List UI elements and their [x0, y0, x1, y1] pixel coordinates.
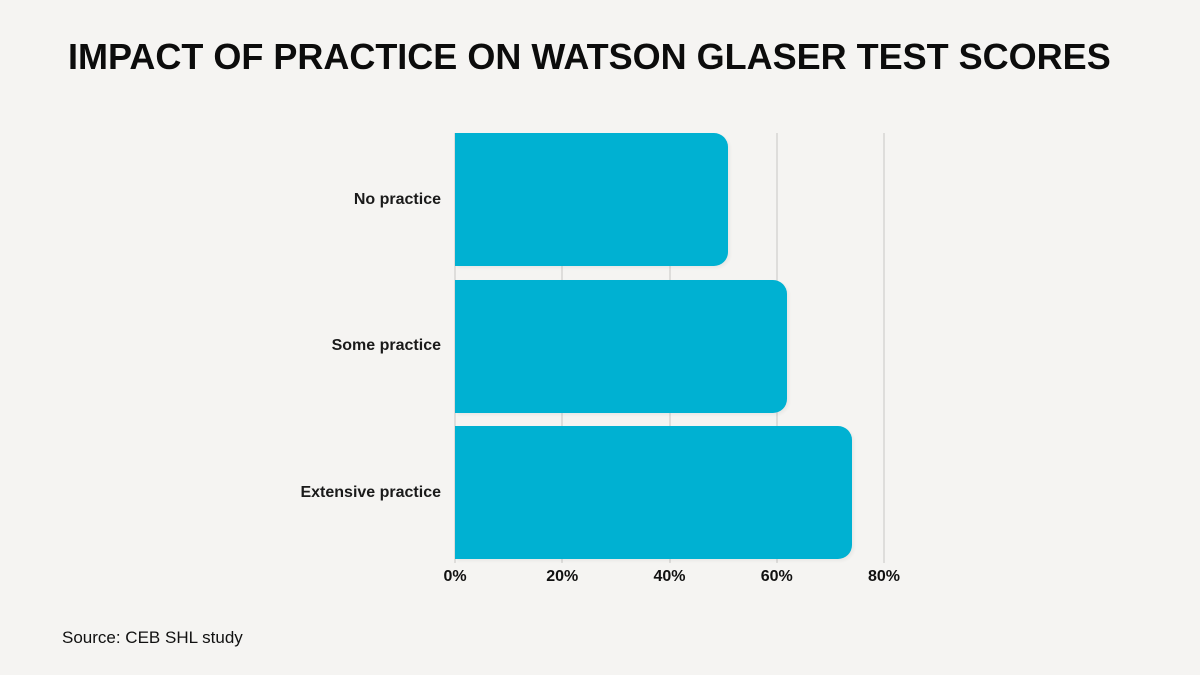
bar-label: Some practice [331, 337, 441, 354]
x-tick-label: 60% [760, 568, 793, 585]
source-note: Source: CEB SHL study [62, 628, 243, 647]
x-tick-label: 80% [867, 568, 901, 585]
gridline-80% [883, 133, 885, 563]
x-tick-label: 0% [443, 568, 467, 585]
chart-title: IMPACT OF PRACTICE ON WATSON GLASER TEST… [68, 36, 1111, 77]
bar-extensive-practice [455, 426, 852, 559]
bar-some-practice [455, 279, 788, 413]
bar-label: Extensive practice [300, 483, 441, 501]
bar-no-practice [455, 133, 729, 266]
x-tick-label: 40% [653, 568, 686, 585]
x-tick-label: 20% [546, 568, 579, 585]
bar-label: No practice [353, 190, 441, 208]
